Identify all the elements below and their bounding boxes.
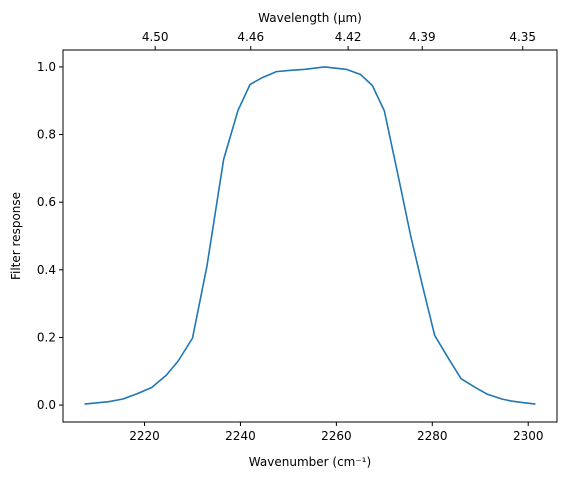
plot-area-frame — [62, 49, 558, 423]
top-tick-label: 4.50 — [142, 30, 169, 44]
y-tick-label: 0.8 — [37, 128, 56, 142]
top-tick-label: 4.46 — [237, 30, 264, 44]
y-tick-label: 0.0 — [37, 398, 56, 412]
y-axis-title: Filter response — [9, 192, 23, 280]
top-tick-label: 4.35 — [509, 30, 536, 44]
y-tick-label: 0.6 — [37, 195, 56, 209]
top-tick-label: 4.42 — [335, 30, 362, 44]
x-tick-label: 2260 — [321, 429, 352, 443]
x-tick-label: 2300 — [513, 429, 544, 443]
x-tick-label: 2220 — [129, 429, 160, 443]
top-tick-label: 4.39 — [409, 30, 436, 44]
top-axis-title: Wavelength (μm) — [258, 11, 362, 25]
y-tick-label: 0.2 — [37, 330, 56, 344]
x-tick-label: 2240 — [225, 429, 256, 443]
series-line-0 — [84, 66, 536, 405]
x-axis-title: Wavenumber (cm⁻¹) — [249, 455, 371, 469]
y-tick-label: 0.4 — [37, 263, 56, 277]
x-tick-label: 2280 — [417, 429, 448, 443]
y-tick-label: 1.0 — [37, 60, 56, 74]
